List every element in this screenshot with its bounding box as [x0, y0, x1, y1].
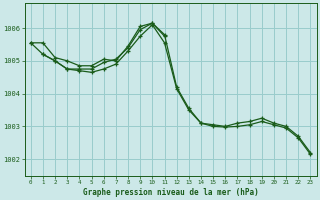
X-axis label: Graphe pression niveau de la mer (hPa): Graphe pression niveau de la mer (hPa) [83, 188, 259, 197]
